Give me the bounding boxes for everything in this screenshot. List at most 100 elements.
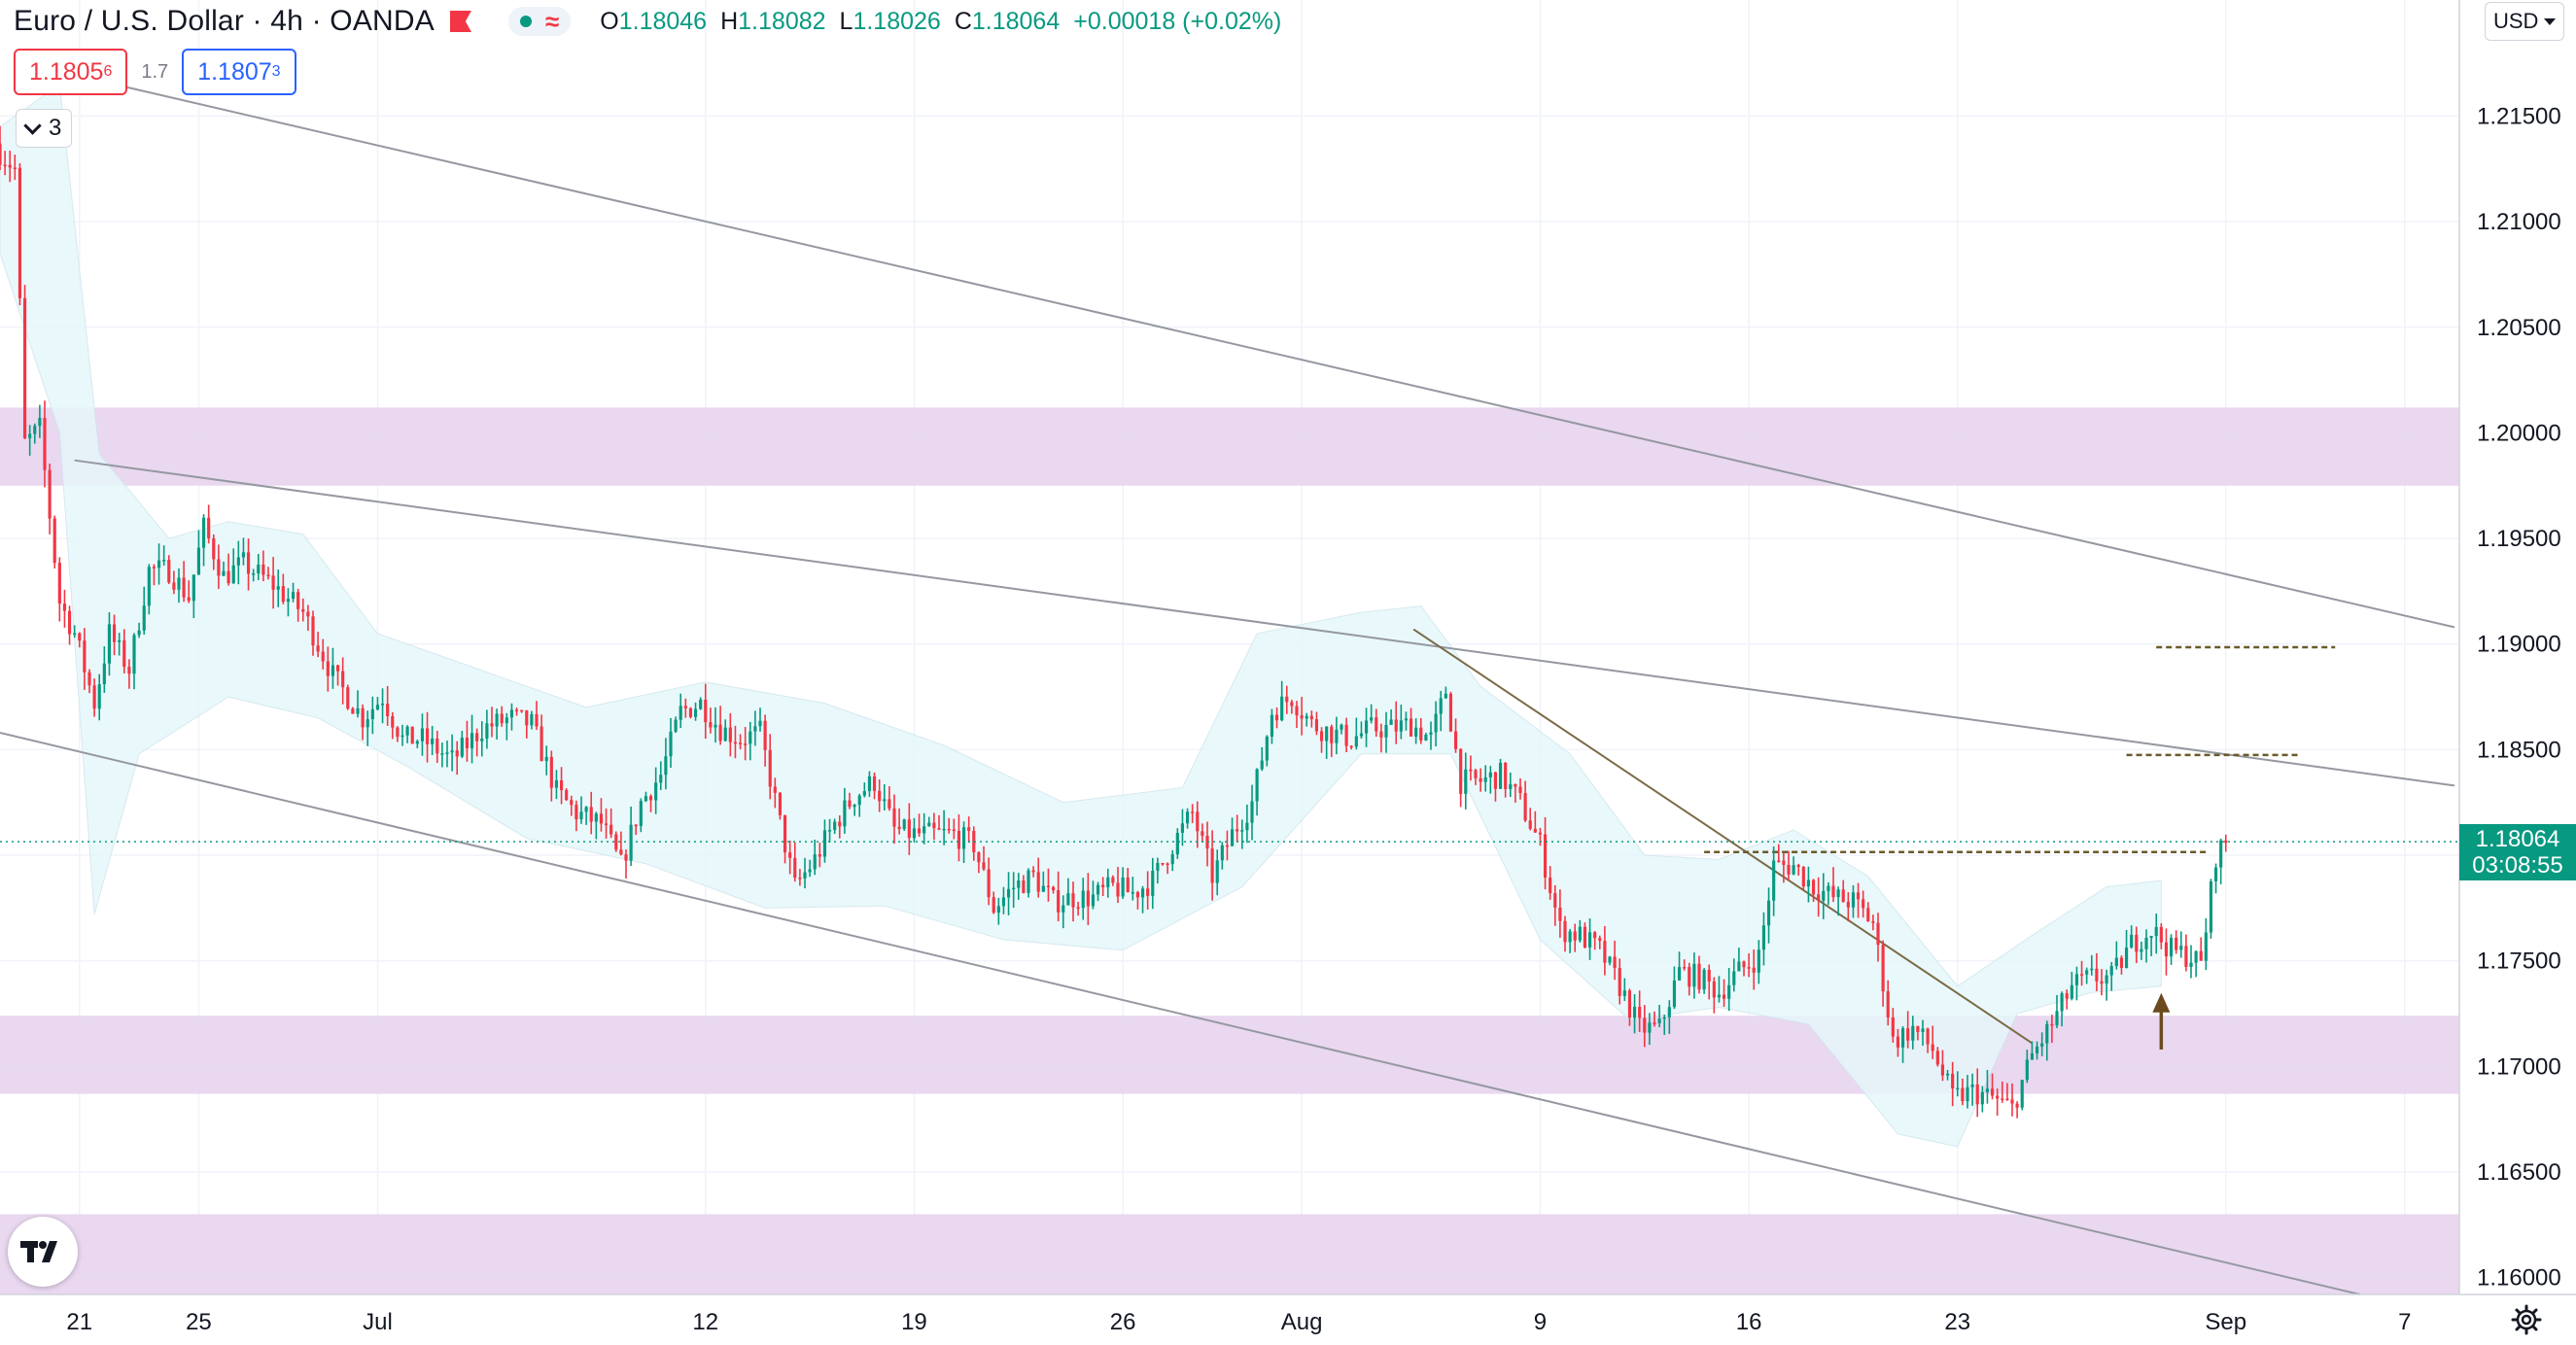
candle-body [118,639,122,642]
tradingview-logo-icon[interactable] [8,1217,78,1287]
candle [639,798,643,833]
x-tick-label: 16 [1736,1309,1762,1335]
market-status-pill[interactable]: ≈ [507,7,572,36]
currency-select[interactable]: USD [2485,2,2565,41]
candle [1787,850,1791,880]
caret-down-icon [2544,17,2557,25]
candle-body [2100,981,2104,984]
candle-body [38,418,42,427]
candle-body [1096,884,1100,895]
candle [2179,931,2183,958]
candle [1935,1047,1939,1067]
candlestick-series [0,125,2228,1119]
candle [704,683,708,740]
candle [172,570,176,595]
gear-icon[interactable] [2510,1303,2543,1336]
candle [619,831,623,856]
candle [410,726,414,744]
candle [644,791,648,803]
candle [1394,701,1398,744]
candle [589,791,593,835]
indicators-toggle-button[interactable]: 3 [16,109,73,148]
sell-button[interactable]: 1.1805 6 [14,49,128,95]
candle-body [2025,1059,2029,1081]
buy-button[interactable]: 1.1807 3 [182,49,296,95]
candle-body [207,517,211,539]
candle [1608,955,1612,966]
candle [67,605,72,645]
candle [1459,748,1463,808]
candle [520,709,524,713]
candle [2085,967,2089,984]
candle [2154,913,2158,954]
candle-body [1996,1095,2000,1099]
candle [967,816,971,844]
candle-body [212,538,216,560]
candle [455,741,459,776]
ohlc-values: O1.18046 H1.18082 L1.18026 C1.18064 +0.0… [600,7,1282,35]
candle [813,839,817,876]
candle-body [549,756,553,788]
candle [927,816,931,827]
candle [1071,881,1075,922]
candle [1086,873,1090,925]
candle [1871,914,1875,931]
candle [246,538,251,591]
candle-body [2074,974,2079,985]
candle [1598,935,1602,949]
candle [321,638,325,670]
candle [659,761,663,790]
candle-body [977,852,981,863]
candle-body [1558,907,1562,921]
candle-body [0,143,2,165]
candle [818,843,821,868]
candle-body [1359,733,1364,737]
candle-body [659,775,663,783]
candle-body [1335,729,1339,743]
candle-body [1340,724,1343,730]
candle-body [1980,1091,1984,1105]
symbol-title[interactable]: Euro / U.S. Dollar · 4h · OANDA [14,5,435,37]
candle-body [1573,931,1577,941]
candle-body [1543,834,1548,879]
candle-body [619,849,623,855]
candle-body [1434,713,1438,733]
candle [391,711,395,740]
candle-body [867,776,872,792]
candle-body [718,724,722,741]
candle [1761,912,1766,966]
candle-body [306,611,310,617]
flag-icon[interactable] [449,11,471,32]
quote-row: 1.1805 6 1.7 1.1807 3 [14,49,296,95]
candle-body [878,790,882,802]
candle-body [1632,1006,1637,1018]
candle [709,707,713,734]
candle [400,724,404,746]
candle-body [1106,877,1110,887]
candle-body [763,720,767,750]
candle-body [1459,748,1463,794]
candle-body [1806,879,1811,887]
candle-body [1657,1018,1661,1023]
candle [1274,707,1279,729]
spread-value: 1.7 [141,60,169,83]
candle-body [1504,762,1508,789]
candle [1255,768,1259,816]
candle [2045,1020,2049,1061]
candle [1856,882,1861,918]
candle-body [1772,860,1776,901]
candle-body [827,830,832,832]
candle [1613,941,1617,981]
candle-body [266,574,270,576]
candle-body [396,727,400,738]
candle [351,707,355,714]
candle [1364,707,1369,747]
candle [883,784,887,810]
candle-body [579,811,583,820]
candle [1036,857,1040,898]
candle [1970,1073,1974,1106]
candle [1722,979,1726,1008]
candle-body [73,633,77,636]
candle-body [1220,845,1224,861]
